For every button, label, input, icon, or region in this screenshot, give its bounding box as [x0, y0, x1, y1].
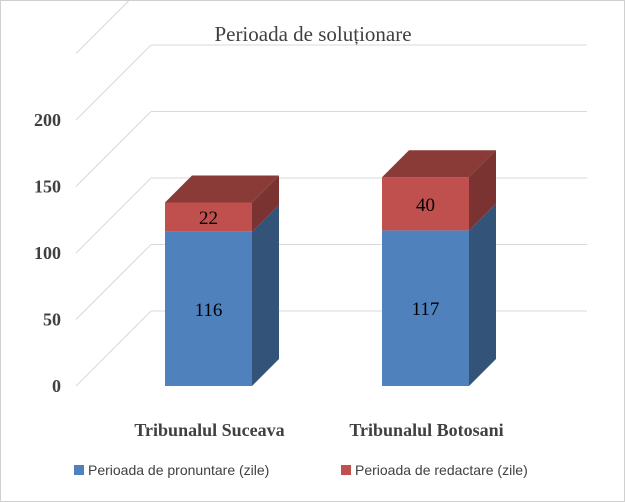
bar-top [382, 150, 496, 178]
y-axis-ticks: 0 50 100 150 200 [34, 110, 61, 396]
y-tick-label: 150 [34, 177, 61, 197]
bar-top [165, 175, 279, 203]
legend-item: Perioada de pronuntare (zile) [74, 462, 269, 478]
category-label: Tribunalul Suceava [134, 420, 284, 440]
y-tick-label: 50 [43, 310, 61, 330]
bar-front [165, 231, 252, 386]
data-label: 22 [199, 208, 218, 229]
legend-swatch [74, 465, 84, 475]
bar-front [382, 177, 469, 231]
y-tick-label: 0 [52, 376, 61, 396]
bar-segment [382, 150, 496, 231]
bar-segment [165, 204, 279, 386]
legend-label: Perioada de pronuntare (zile) [88, 462, 269, 478]
gridline-diagonal [75, 244, 152, 320]
gridline-diagonal [75, 44, 152, 121]
legend-label: Perioada de redactare (zile) [355, 462, 528, 478]
bar-front [382, 230, 469, 386]
legend-swatch [341, 465, 351, 475]
x-axis-categories: Tribunalul Suceava Tribunalul Botosani [134, 420, 503, 440]
bar-side [469, 150, 496, 231]
y-tick-label: 100 [34, 243, 61, 263]
data-label: 116 [195, 300, 223, 321]
bars [165, 150, 496, 386]
gridline-diagonal [75, 1, 130, 54]
gridline-diagonal [75, 310, 152, 387]
data-label: 40 [416, 195, 435, 216]
data-labels: 116 22 117 40 [195, 195, 440, 321]
bar-segment [382, 203, 496, 386]
legend-item: Perioada de redactare (zile) [341, 462, 528, 478]
bar-side [469, 203, 496, 386]
bar-side [252, 175, 279, 232]
data-label: 117 [412, 299, 440, 320]
gridline-diagonal [75, 111, 152, 187]
bar-segment [165, 175, 279, 232]
gridlines [75, 1, 587, 387]
bar-front [165, 202, 252, 232]
legend: Perioada de pronuntare (zile) Perioada de… [74, 462, 528, 478]
chart-title: Perioada de soluționare [214, 22, 411, 46]
bar-side [252, 204, 279, 386]
y-tick-label: 200 [34, 110, 61, 130]
category-label: Tribunalul Botosani [349, 420, 503, 440]
gridline-diagonal [75, 177, 152, 254]
